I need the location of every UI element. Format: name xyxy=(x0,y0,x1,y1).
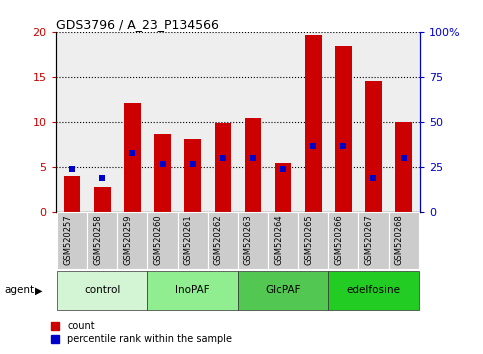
Bar xyxy=(154,134,171,212)
Text: GSM520267: GSM520267 xyxy=(365,214,373,265)
Bar xyxy=(328,212,358,269)
Bar xyxy=(147,271,238,310)
Bar xyxy=(268,212,298,269)
Bar xyxy=(358,212,388,269)
Bar xyxy=(178,212,208,269)
Bar xyxy=(298,212,328,269)
Bar xyxy=(238,212,268,269)
Bar xyxy=(57,271,147,310)
Bar xyxy=(64,176,80,212)
Bar xyxy=(388,212,419,269)
Text: GSM520266: GSM520266 xyxy=(334,214,343,265)
Text: control: control xyxy=(84,285,120,295)
Text: GSM520263: GSM520263 xyxy=(244,214,253,265)
Bar xyxy=(365,81,382,212)
Text: GlcPAF: GlcPAF xyxy=(265,285,301,295)
Legend: count, percentile rank within the sample: count, percentile rank within the sample xyxy=(51,321,232,344)
Text: GSM520262: GSM520262 xyxy=(214,214,223,265)
Text: edelfosine: edelfosine xyxy=(346,285,400,295)
Bar xyxy=(124,103,141,212)
Text: GSM520260: GSM520260 xyxy=(154,214,163,265)
Bar xyxy=(117,212,147,269)
Bar xyxy=(305,35,322,212)
Bar xyxy=(238,271,328,310)
Bar xyxy=(335,46,352,212)
Bar xyxy=(87,212,117,269)
Text: GSM520264: GSM520264 xyxy=(274,214,283,265)
Bar xyxy=(208,212,238,269)
Text: agent: agent xyxy=(5,285,35,295)
Text: GDS3796 / A_23_P134566: GDS3796 / A_23_P134566 xyxy=(56,18,218,31)
Bar xyxy=(275,163,291,212)
Bar xyxy=(396,122,412,212)
Text: GSM520259: GSM520259 xyxy=(123,214,132,264)
Text: InoPAF: InoPAF xyxy=(175,285,210,295)
Text: ▶: ▶ xyxy=(35,285,43,295)
Bar xyxy=(214,123,231,212)
Bar xyxy=(94,187,111,212)
Bar xyxy=(57,212,87,269)
Bar xyxy=(147,212,178,269)
Text: GSM520268: GSM520268 xyxy=(395,214,404,265)
Text: GSM520257: GSM520257 xyxy=(63,214,72,265)
Text: GSM520265: GSM520265 xyxy=(304,214,313,265)
Text: GSM520258: GSM520258 xyxy=(93,214,102,265)
Bar xyxy=(328,271,419,310)
Bar xyxy=(245,118,261,212)
Bar xyxy=(185,139,201,212)
Text: GSM520261: GSM520261 xyxy=(184,214,193,265)
